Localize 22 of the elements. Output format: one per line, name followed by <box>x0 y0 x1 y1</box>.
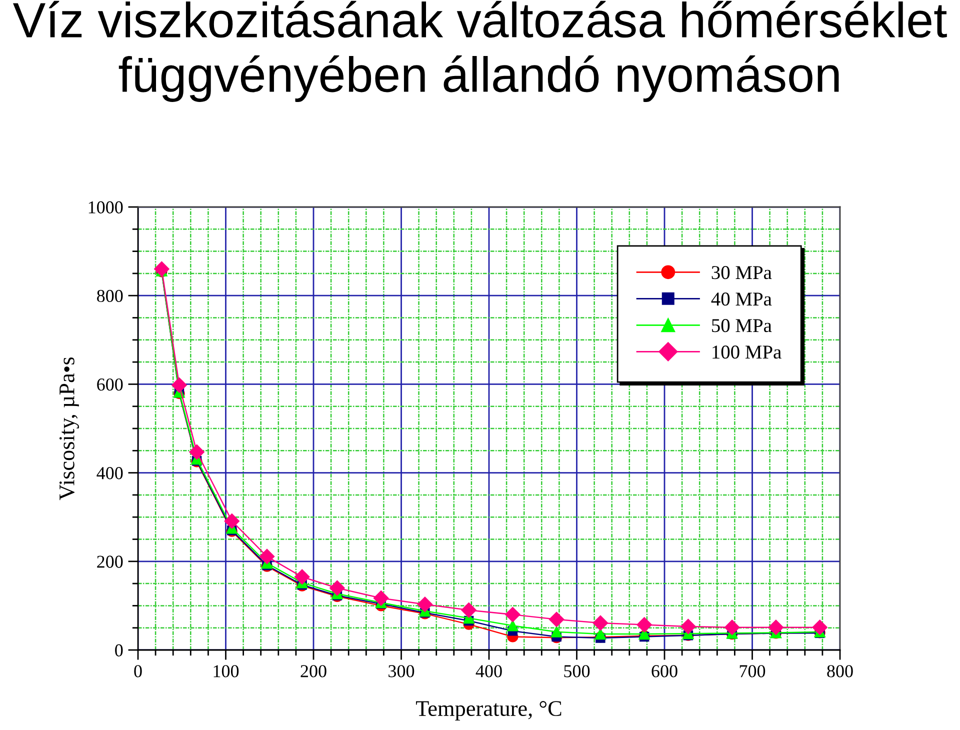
legend-label: 30 MPa <box>712 266 772 280</box>
y-axis-title: Viscosity, µPa•s <box>59 357 79 500</box>
x-tick-label: 400 <box>476 665 502 678</box>
y-tick-label: 200 <box>97 556 123 568</box>
x-tick-label: 700 <box>740 665 766 678</box>
x-tick-label: 100 <box>214 665 239 678</box>
legend-label: 40 MPa <box>711 292 772 306</box>
legend-label: 100 MPa <box>712 346 782 359</box>
x-tick-label: 500 <box>564 665 590 678</box>
x-tick-label: 800 <box>827 665 853 678</box>
y-tick-label: 600 <box>97 378 123 391</box>
x-axis-title: Temperature, °C <box>416 701 562 721</box>
chart-title: Víz viszkozitásának változása hőmérséklet függvényében állandó nyomáson <box>13 0 947 102</box>
x-tick-label: 300 <box>388 665 414 678</box>
x-tick-label: 600 <box>652 665 678 678</box>
x-tick-label: 0 <box>134 665 142 678</box>
x-tick-label: 200 <box>300 665 326 678</box>
y-tick-label: 1000 <box>88 201 123 214</box>
y-tick-label: 0 <box>115 644 123 656</box>
y-tick-label: 800 <box>97 290 123 302</box>
legend-label: 50 MPa <box>712 319 772 332</box>
y-tick-label: 400 <box>96 467 123 480</box>
